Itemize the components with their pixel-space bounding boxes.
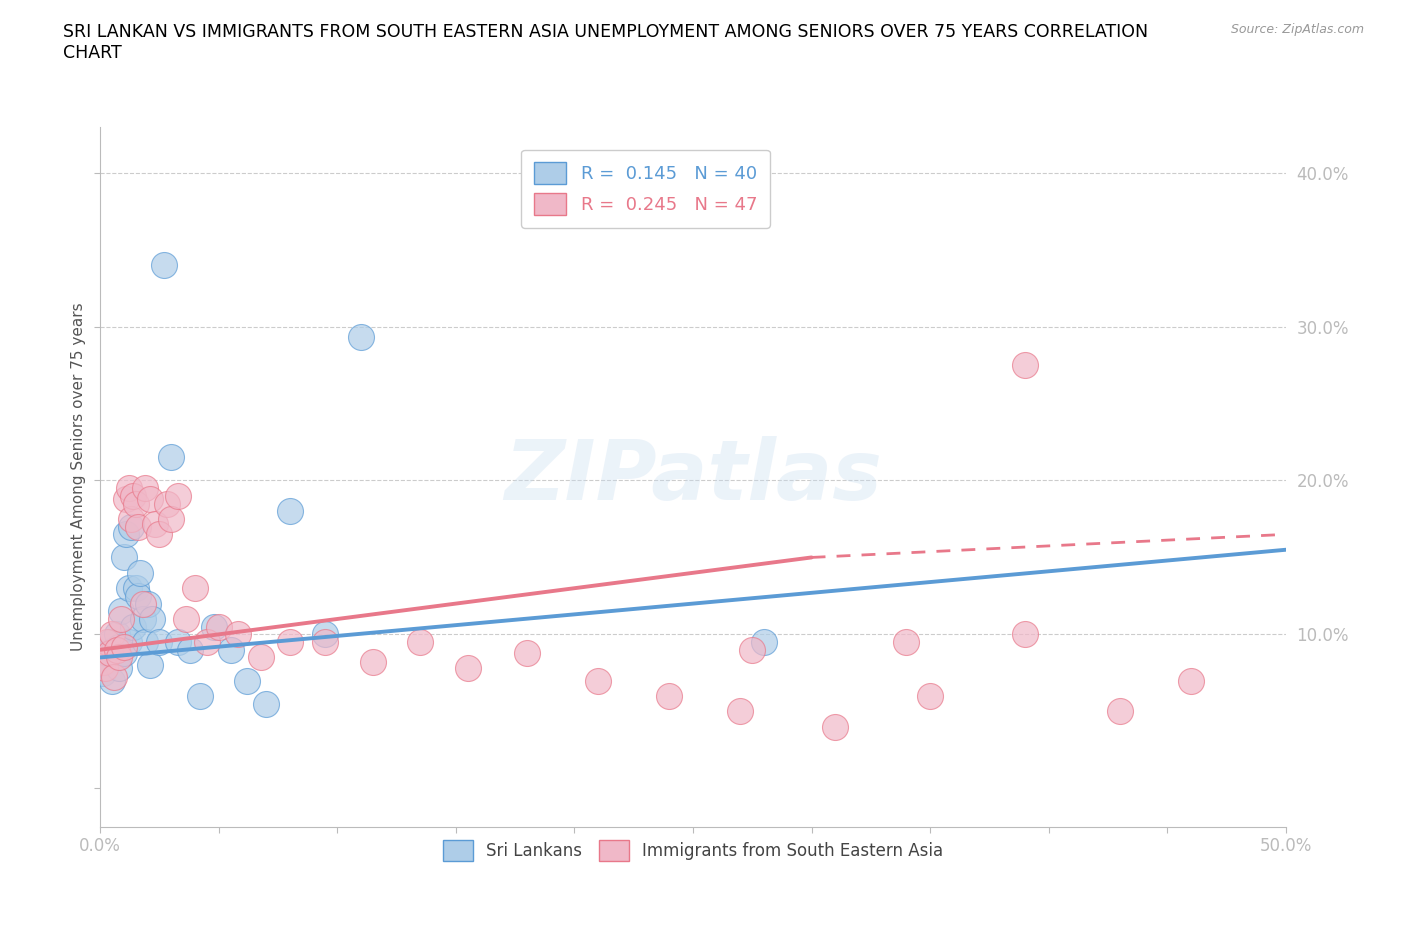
Point (134, 634, 156, 649)
Point (98, 645, 121, 660)
Point (236, 673, 259, 688)
Point (314, 634, 336, 649)
Point (112, 550, 135, 565)
Point (896, 634, 918, 649)
Point (103, 670, 125, 684)
Point (112, 639, 135, 654)
Point (920, 688, 942, 703)
Point (96, 645, 118, 660)
Point (127, 589, 149, 604)
Point (120, 519, 142, 534)
Point (105, 650, 128, 665)
Point (208, 619, 231, 634)
Point (112, 645, 135, 660)
Point (108, 639, 131, 654)
Point (105, 627, 128, 642)
Point (516, 645, 538, 660)
Point (105, 643, 128, 658)
Point (132, 596, 155, 611)
Point (120, 512, 142, 526)
Point (125, 496, 148, 511)
Point (1180, 673, 1202, 688)
Point (160, 512, 183, 526)
Point (741, 643, 763, 658)
Point (278, 634, 301, 649)
Point (110, 604, 132, 618)
Point (94, 661, 117, 676)
Point (139, 492, 162, 507)
Point (115, 492, 138, 507)
Point (457, 661, 479, 676)
Point (139, 658, 162, 672)
Point (153, 258, 176, 272)
Text: Source: ZipAtlas.com: Source: ZipAtlas.com (1230, 23, 1364, 36)
Point (117, 634, 139, 649)
Point (110, 612, 132, 627)
Point (96, 634, 118, 649)
Point (148, 527, 170, 542)
Point (134, 481, 156, 496)
Point (94, 655, 117, 670)
Point (108, 661, 131, 676)
Point (108, 650, 131, 665)
Point (101, 627, 124, 642)
Point (129, 565, 152, 580)
Point (361, 655, 384, 670)
Point (174, 612, 197, 627)
Point (754, 634, 776, 649)
Point (730, 704, 752, 719)
Point (278, 504, 301, 519)
Point (250, 650, 273, 665)
Point (101, 673, 124, 688)
Point (586, 673, 609, 688)
Point (226, 627, 249, 642)
Point (155, 496, 177, 511)
Point (122, 488, 145, 503)
Point (350, 330, 373, 345)
Y-axis label: Unemployment Among Seniors over 75 years: Unemployment Among Seniors over 75 years (72, 302, 86, 651)
Point (1014, 358, 1036, 373)
Point (122, 619, 145, 634)
Point (127, 519, 149, 534)
Legend: Sri Lankans, Immigrants from South Eastern Asia: Sri Lankans, Immigrants from South Easte… (436, 833, 950, 868)
Point (117, 481, 139, 496)
Point (1014, 627, 1036, 642)
Point (132, 612, 155, 627)
Point (91, 655, 114, 670)
Point (824, 719, 846, 734)
Point (409, 634, 432, 649)
Point (314, 627, 336, 642)
Point (115, 527, 138, 542)
Point (184, 580, 207, 595)
Point (136, 596, 159, 611)
Point (103, 643, 125, 658)
Point (1109, 704, 1132, 719)
Point (141, 612, 163, 627)
Text: SRI LANKAN VS IMMIGRANTS FROM SOUTH EASTERN ASIA UNEMPLOYMENT AMONG SENIORS OVER: SRI LANKAN VS IMMIGRANTS FROM SOUTH EAST… (63, 23, 1149, 62)
Point (658, 688, 681, 703)
Point (167, 488, 190, 503)
Text: ZIPatlas: ZIPatlas (505, 436, 882, 517)
Point (125, 580, 148, 595)
Point (202, 619, 225, 634)
Point (98, 634, 121, 649)
Point (254, 697, 277, 711)
Point (143, 516, 166, 531)
Point (219, 643, 242, 658)
Point (188, 688, 211, 703)
Point (117, 580, 139, 595)
Point (148, 634, 170, 649)
Point (91, 665, 114, 680)
Point (160, 450, 183, 465)
Point (167, 634, 190, 649)
Point (179, 643, 201, 658)
Point (195, 634, 218, 649)
